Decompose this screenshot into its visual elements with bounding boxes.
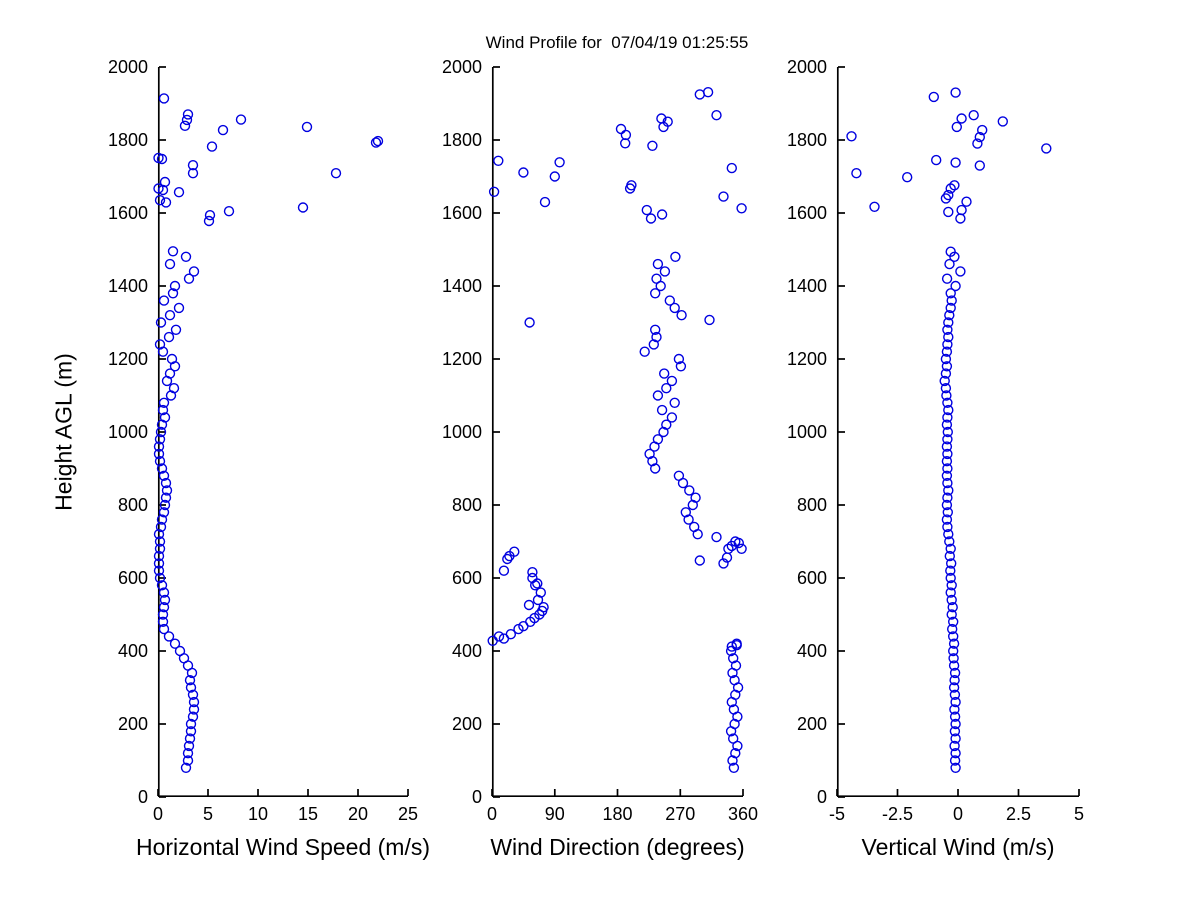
y-tick-label: 0 [471, 787, 482, 807]
y-tick-label: 1800 [107, 130, 148, 150]
x-tick-label: 0 [152, 804, 164, 824]
y-tick-label: 1200 [786, 349, 827, 369]
y-tick-label: 1000 [441, 422, 482, 442]
y-tick-label: 2000 [107, 57, 148, 77]
x-tick-label: 270 [665, 804, 696, 824]
y-tick-label: 1200 [441, 349, 482, 369]
y-tick-label: 1800 [441, 130, 482, 150]
y-tick-label: 600 [451, 568, 482, 588]
panel-vertical-wind: Vertical Wind (m/s) [836, 66, 1080, 860]
y-tick-label: 1400 [441, 276, 482, 296]
y-tick-label: 1600 [441, 203, 482, 223]
y-axis-label: Height AGL (m) [50, 353, 77, 511]
x-tick-label: 0 [952, 804, 964, 824]
x-tick-label: 25 [397, 804, 419, 824]
y-tick-label: 0 [137, 787, 148, 807]
x-tick-label: 2.5 [1005, 804, 1032, 824]
y-tick-label: 600 [117, 568, 148, 588]
x-tick-label: 5 [202, 804, 214, 824]
y-tick-label: 200 [117, 714, 148, 734]
y-tick-label: 800 [117, 495, 148, 515]
y-tick-label: 400 [451, 641, 482, 661]
y-tick-label: 1600 [786, 203, 827, 223]
y-tick-label: 200 [451, 714, 482, 734]
x-tick-label: -5 [828, 804, 846, 824]
y-tick-label: 400 [117, 641, 148, 661]
y-tick-label: 2000 [441, 57, 482, 77]
y-tick-label: 1400 [107, 276, 148, 296]
y-tick-label: 200 [796, 714, 827, 734]
x-tick-label: 20 [347, 804, 369, 824]
x-tick-label: 360 [727, 804, 759, 824]
y-tick-label: 1000 [786, 422, 827, 442]
x-tick-label: 15 [297, 804, 319, 824]
y-tick-label: 1200 [107, 349, 148, 369]
y-tick-label: 1000 [107, 422, 148, 442]
x-tick-label: 180 [602, 804, 633, 824]
y-tick-label: 1600 [107, 203, 148, 223]
panel-wind-direction: Wind Direction (degrees) [487, 66, 747, 860]
y-tick-label: 1400 [786, 276, 827, 296]
y-tick-label: 400 [796, 641, 827, 661]
x-tick-label: 5 [1073, 804, 1085, 824]
y-tick-label: 600 [796, 568, 827, 588]
x-tick-label: 90 [544, 804, 565, 824]
y-tick-label: 2000 [786, 57, 827, 77]
y-tick-label: 0 [816, 787, 827, 807]
x-tick-label: -2.5 [881, 804, 914, 824]
x-tick-label: 0 [486, 804, 498, 824]
scatter-plot-wind-direction [487, 66, 747, 798]
x-axis-label-vertical-wind: Vertical Wind (m/s) [861, 834, 1055, 860]
scatter-plot-vertical-wind [836, 66, 1080, 798]
x-tick-label: 10 [247, 804, 269, 824]
x-axis-label-horizontal-wind-speed: Horizontal Wind Speed (m/s) [136, 834, 430, 860]
y-tick-label: 800 [796, 495, 827, 515]
x-axis-label-wind-direction: Wind Direction (degrees) [490, 834, 745, 860]
panel-horizontal-wind-speed: Horizontal Wind Speed (m/s) [136, 66, 430, 860]
y-tick-label: 1800 [786, 130, 827, 150]
figure-title: Wind Profile for 07/04/19 01:25:55 [485, 33, 749, 52]
y-tick-label: 800 [451, 495, 482, 515]
scatter-plot-horizontal-wind-speed [153, 66, 409, 798]
